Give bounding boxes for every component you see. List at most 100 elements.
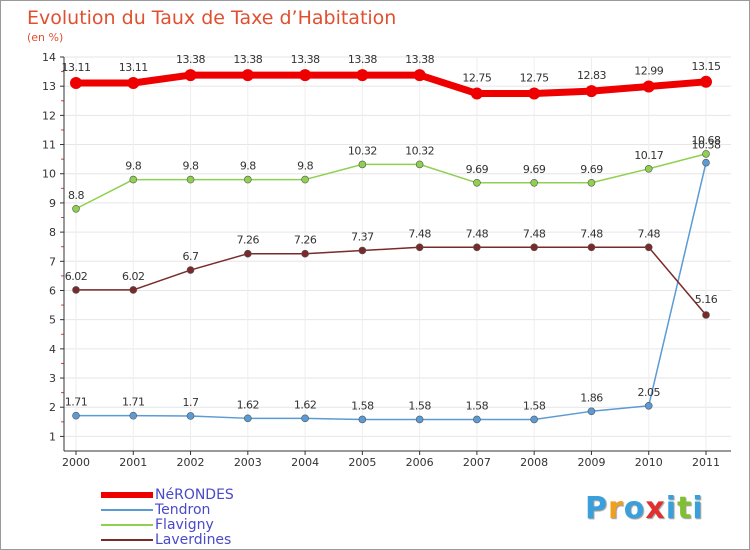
data-label: 13.38	[233, 53, 262, 66]
data-label: 6.02	[122, 270, 145, 283]
data-label: 9.8	[297, 160, 313, 173]
legend-item: NéRONDES	[101, 487, 321, 503]
chart-title: Evolution du Taux de Taxe d’Habitation	[27, 7, 397, 29]
x-tick-label: 2010	[635, 456, 663, 469]
data-label: 12.83	[577, 69, 606, 82]
data-label: 10.17	[634, 149, 663, 162]
logo-letter: r	[608, 491, 624, 526]
logo-letter: i	[665, 491, 678, 526]
data-label: 13.38	[348, 53, 377, 66]
data-point	[473, 243, 481, 252]
x-tick-label: 2001	[119, 456, 147, 469]
data-point	[301, 175, 309, 184]
data-label: 6.7	[183, 250, 199, 263]
data-point	[587, 178, 596, 187]
legend-item: Flavigny	[101, 517, 321, 533]
data-label: 7.48	[408, 227, 431, 240]
data-label: 13.11	[62, 61, 91, 74]
data-point	[644, 164, 653, 173]
data-label: 1.58	[466, 399, 489, 412]
data-label: 13.11	[119, 61, 148, 74]
data-label: 7.26	[237, 234, 260, 247]
data-point	[358, 246, 367, 255]
data-point	[587, 407, 596, 416]
x-tick-label: 2002	[177, 456, 205, 469]
data-point	[702, 311, 710, 319]
x-tick-label: 2003	[234, 456, 262, 469]
data-label: 7.37	[351, 230, 374, 243]
data-label: 10.32	[348, 144, 377, 157]
data-point	[241, 69, 254, 82]
logo-letter: x	[645, 491, 666, 526]
x-tick-label: 2007	[463, 456, 491, 469]
data-label: 7.26	[294, 234, 317, 247]
data-point	[301, 249, 309, 258]
data-point	[72, 286, 80, 294]
data-point	[644, 243, 653, 252]
x-tick-label: 2011	[692, 456, 720, 469]
data-point	[415, 243, 424, 252]
y-tick-label: 4	[49, 343, 56, 356]
y-tick-label: 11	[42, 139, 56, 152]
data-point	[528, 87, 541, 100]
data-point	[470, 87, 483, 100]
data-label: 9.69	[580, 163, 603, 176]
data-point	[413, 69, 426, 82]
data-label: 6.02	[65, 270, 88, 283]
data-label: 1.62	[294, 398, 317, 411]
legend-swatch	[101, 524, 153, 526]
logo-letter: t	[677, 491, 693, 526]
data-label: 9.69	[523, 163, 546, 176]
data-label: 13.38	[405, 53, 434, 66]
y-tick-label: 6	[49, 284, 56, 297]
data-point	[129, 411, 138, 420]
y-tick-label: 13	[42, 80, 56, 93]
data-point	[587, 243, 596, 252]
data-point	[356, 69, 369, 82]
data-label: 9.8	[125, 160, 141, 173]
data-point	[244, 414, 252, 423]
legend-swatch	[101, 539, 153, 541]
x-tick-label: 2008	[520, 456, 548, 469]
y-tick-label: 12	[42, 109, 56, 122]
data-point	[129, 286, 138, 294]
x-tick-label: 2009	[577, 456, 605, 469]
data-point	[585, 85, 598, 98]
data-point	[70, 76, 82, 89]
x-tick-label: 2004	[291, 456, 319, 469]
series-laverdines	[72, 243, 710, 319]
series-tendron	[72, 158, 710, 424]
data-label: 13.38	[291, 53, 320, 66]
legend-label: Laverdines	[155, 532, 232, 548]
data-point	[415, 160, 424, 169]
data-label: 9.8	[240, 160, 256, 173]
data-point	[184, 69, 197, 82]
data-point	[415, 415, 424, 424]
legend-label: Tendron	[155, 502, 211, 518]
data-label: 13.38	[176, 53, 205, 66]
data-label: 5.16	[695, 293, 718, 306]
data-point	[702, 158, 710, 167]
data-point	[301, 414, 309, 423]
data-point	[186, 266, 195, 274]
data-label: 7.48	[637, 227, 660, 240]
series-flavigny	[72, 150, 710, 213]
gridlines	[64, 56, 731, 451]
data-label: 12.75	[520, 71, 549, 84]
data-label: 1.58	[523, 399, 546, 412]
data-point	[530, 178, 538, 187]
proxiti-logo: Proxiti	[585, 491, 704, 526]
x-tick-label: 2006	[406, 456, 434, 469]
data-label: 7.48	[523, 227, 546, 240]
y-tick-label: 9	[49, 197, 56, 210]
data-label: 10.68	[692, 134, 721, 147]
logo-letter: i	[692, 491, 704, 526]
y-tick-label: 10	[42, 168, 56, 181]
y-tick-label: 7	[49, 255, 56, 268]
data-label: 7.48	[466, 227, 489, 240]
data-point	[702, 150, 710, 158]
data-label: 12.99	[634, 64, 663, 77]
data-point	[299, 69, 312, 82]
